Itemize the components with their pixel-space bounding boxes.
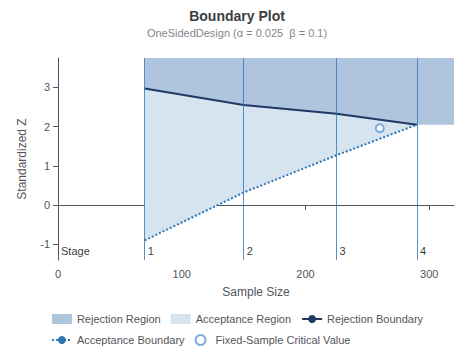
svg-text:100: 100 bbox=[173, 268, 191, 280]
svg-text:300: 300 bbox=[420, 268, 438, 280]
svg-text:1: 1 bbox=[148, 245, 154, 257]
svg-text:4: 4 bbox=[420, 245, 426, 257]
svg-text:Rejection Boundary: Rejection Boundary bbox=[327, 313, 424, 325]
svg-text:2: 2 bbox=[44, 121, 50, 133]
svg-text:-1: -1 bbox=[40, 238, 50, 250]
svg-text:Fixed-Sample Critical Value: Fixed-Sample Critical Value bbox=[216, 334, 351, 346]
svg-text:1: 1 bbox=[44, 160, 50, 172]
svg-text:Stage: Stage bbox=[61, 245, 90, 257]
svg-text:Acceptance Boundary: Acceptance Boundary bbox=[77, 334, 185, 346]
svg-text:Acceptance Region: Acceptance Region bbox=[196, 313, 291, 325]
svg-text:0: 0 bbox=[55, 268, 61, 280]
svg-text:Sample Size: Sample Size bbox=[222, 285, 290, 299]
svg-text:200: 200 bbox=[296, 268, 314, 280]
svg-text:3: 3 bbox=[44, 81, 50, 93]
svg-text:Standardized Z: Standardized Z bbox=[15, 118, 29, 199]
svg-text:2: 2 bbox=[247, 245, 253, 257]
svg-text:0: 0 bbox=[44, 199, 50, 211]
svg-text:OneSidedDesign (α = 0.025 β =: OneSidedDesign (α = 0.025 β = 0.1) bbox=[147, 27, 327, 39]
svg-text:Rejection Region: Rejection Region bbox=[77, 313, 161, 325]
svg-text:3: 3 bbox=[339, 245, 345, 257]
svg-text:Boundary Plot: Boundary Plot bbox=[189, 8, 285, 24]
